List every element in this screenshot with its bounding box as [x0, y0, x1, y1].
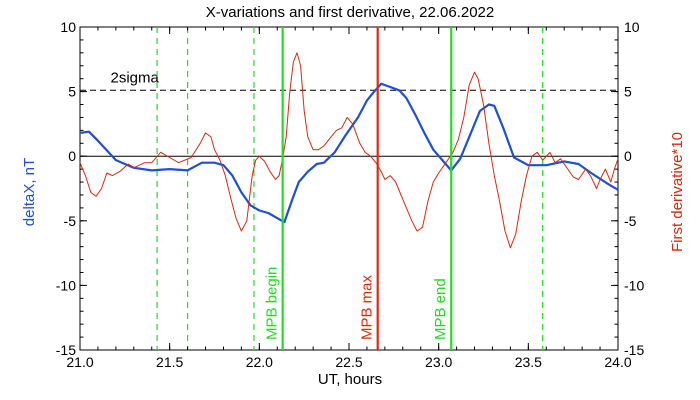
y-right-tick-label: -15: [624, 342, 644, 358]
threshold-label: 2sigma: [110, 69, 159, 86]
x-tick-label: 22.5: [335, 354, 362, 370]
series-line-derivative: [79, 52, 619, 249]
x-tick-label: 22.0: [246, 354, 273, 370]
marker-label-3: MPB end: [432, 278, 449, 340]
x-tick-label: 21.5: [156, 354, 183, 370]
x-tick-label: 23.0: [425, 354, 452, 370]
y-axis-right-label: First derivative*10: [669, 132, 686, 252]
y-left-tick-label: -5: [64, 213, 77, 229]
y-right-tick-label: -5: [624, 213, 637, 229]
y-left-tick-label: 10: [60, 19, 76, 35]
x-tick-label: 24.0: [604, 354, 631, 370]
chart-title: X-variations and first derivative, 22.06…: [206, 4, 495, 21]
y-axis-left-label: deltaX, nT: [21, 158, 38, 226]
y-right-tick-label: 10: [624, 19, 640, 35]
x-axis-label: UT, hours: [318, 371, 382, 388]
x-tick-label: 21.0: [66, 354, 93, 370]
y-left-tick-label: -10: [56, 277, 76, 293]
x-tick-label: 23.5: [515, 354, 542, 370]
y-right-tick-label: 5: [624, 84, 632, 100]
y-right-tick-label: -10: [624, 277, 644, 293]
series-line-deltax: [79, 82, 619, 224]
y-left-tick-label: 5: [68, 84, 76, 100]
marker-label-2: MPB max: [359, 274, 376, 340]
y-left-tick-label: 0: [68, 148, 76, 164]
y-right-tick-label: 0: [624, 148, 632, 164]
marker-label-1: MPB begin: [264, 267, 281, 340]
y-left-tick-label: -15: [56, 342, 76, 358]
